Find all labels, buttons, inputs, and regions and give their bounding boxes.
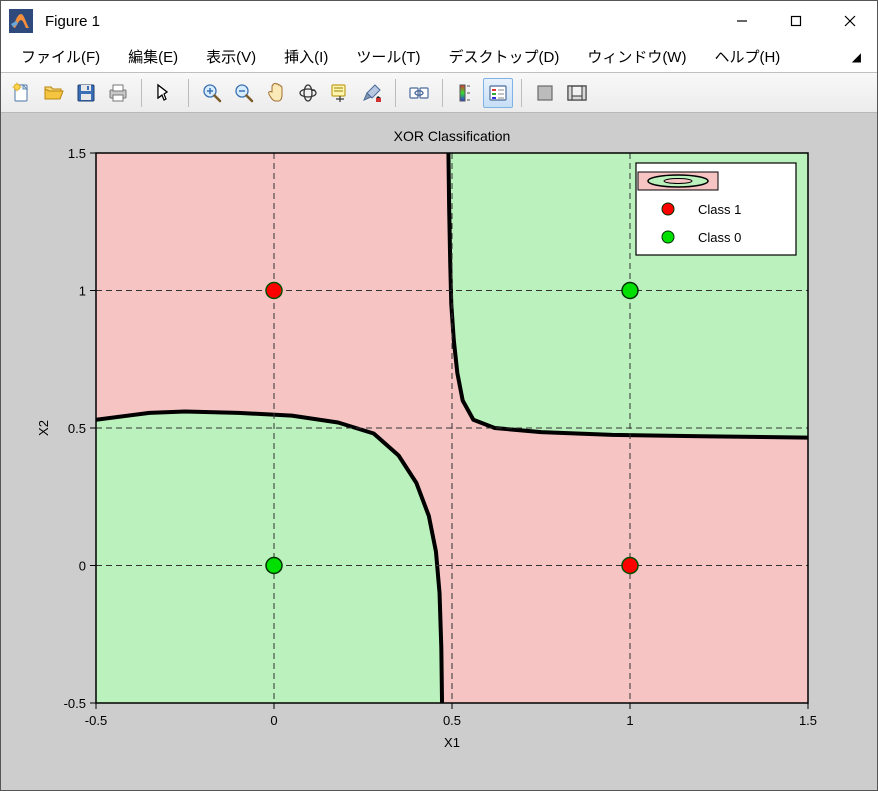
zoom-out-button[interactable] (229, 78, 259, 108)
menu-edit[interactable]: 編集(E) (114, 42, 192, 71)
brush-button[interactable] (357, 78, 387, 108)
svg-text:-0.5: -0.5 (64, 696, 86, 711)
window-title: Figure 1 (45, 13, 100, 30)
open-button[interactable] (39, 78, 69, 108)
menu-help[interactable]: ヘルプ(H) (700, 42, 794, 71)
svg-text:X1: X1 (444, 735, 460, 750)
maximize-button[interactable] (769, 1, 823, 41)
link-data-button[interactable] (404, 78, 434, 108)
svg-text:1.5: 1.5 (68, 146, 86, 161)
menu-view[interactable]: 表示(V) (192, 42, 270, 71)
close-button[interactable] (823, 1, 877, 41)
insert-legend-button[interactable] (483, 78, 513, 108)
edit-plot-button[interactable] (150, 78, 180, 108)
pan-button[interactable] (261, 78, 291, 108)
new-figure-button[interactable] (7, 78, 37, 108)
menu-file[interactable]: ファイル(F) (7, 42, 114, 71)
menubar: ファイル(F) 編集(E) 表示(V) 挿入(I) ツール(T) デスクトップ(… (1, 41, 877, 73)
svg-text:0.5: 0.5 (68, 421, 86, 436)
hide-plot-tools-button[interactable] (530, 78, 560, 108)
svg-text:Class 1: Class 1 (698, 202, 741, 217)
svg-text:Class 0: Class 0 (698, 230, 741, 245)
data-cursor-button[interactable] (325, 78, 355, 108)
svg-text:1.5: 1.5 (799, 713, 817, 728)
svg-text:XOR Classification: XOR Classification (394, 128, 511, 144)
show-plot-tools-button[interactable] (562, 78, 592, 108)
rotate-3d-button[interactable] (293, 78, 323, 108)
figure-window: Figure 1 ファイル(F) 編集(E) 表示(V) 挿入(I) ツール(T… (0, 0, 878, 791)
svg-text:0.5: 0.5 (443, 713, 461, 728)
menu-insert[interactable]: 挿入(I) (270, 42, 342, 71)
svg-text:1: 1 (79, 284, 86, 299)
save-button[interactable] (71, 78, 101, 108)
titlebar: Figure 1 (1, 1, 877, 41)
svg-text:1: 1 (626, 713, 633, 728)
toolbar (1, 73, 877, 113)
zoom-in-button[interactable] (197, 78, 227, 108)
svg-text:X2: X2 (36, 420, 51, 436)
svg-text:-0.5: -0.5 (85, 713, 107, 728)
menu-window[interactable]: ウィンドウ(W) (573, 42, 700, 71)
print-button[interactable] (103, 78, 133, 108)
menu-desktop[interactable]: デスクトップ(D) (434, 42, 573, 71)
menu-overflow-icon[interactable]: ◢ (842, 46, 871, 68)
svg-text:0: 0 (270, 713, 277, 728)
svg-text:0: 0 (79, 559, 86, 574)
figure-canvas[interactable]: -0.5 0 0.5 1 1.5 -0.5 0 0.5 1 1.5 X1 X2 XOR Classifi… (1, 113, 877, 790)
matlab-icon (9, 9, 33, 33)
menu-tools[interactable]: ツール(T) (342, 42, 434, 71)
minimize-button[interactable] (715, 1, 769, 41)
insert-colorbar-button[interactable] (451, 78, 481, 108)
